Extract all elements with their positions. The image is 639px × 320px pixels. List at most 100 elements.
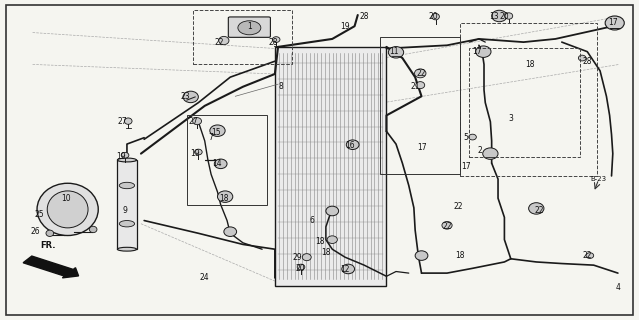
Text: 19: 19 xyxy=(116,152,125,161)
Text: 14: 14 xyxy=(213,159,222,168)
Ellipse shape xyxy=(217,191,233,202)
Ellipse shape xyxy=(346,140,359,149)
Text: 13: 13 xyxy=(489,12,498,21)
Text: 22: 22 xyxy=(442,222,452,231)
Ellipse shape xyxy=(578,55,586,61)
Text: 28: 28 xyxy=(359,12,369,21)
Text: 22: 22 xyxy=(535,206,544,215)
Text: 18: 18 xyxy=(219,194,229,203)
Text: B-23: B-23 xyxy=(590,176,607,182)
Text: 18: 18 xyxy=(525,60,535,69)
Ellipse shape xyxy=(586,253,594,259)
Text: 27: 27 xyxy=(117,117,127,126)
Text: 7: 7 xyxy=(209,133,213,142)
Ellipse shape xyxy=(219,36,229,45)
Text: 26: 26 xyxy=(31,227,40,236)
Text: 8: 8 xyxy=(279,82,284,91)
Ellipse shape xyxy=(302,254,311,261)
Text: 24: 24 xyxy=(200,273,210,282)
Text: 4: 4 xyxy=(615,283,620,292)
Text: 23: 23 xyxy=(181,92,190,101)
Text: 20: 20 xyxy=(296,264,305,273)
Ellipse shape xyxy=(37,183,98,236)
Text: 15: 15 xyxy=(212,128,221,137)
Ellipse shape xyxy=(528,203,544,214)
Text: 5: 5 xyxy=(464,133,468,142)
Text: 28: 28 xyxy=(269,38,279,47)
Text: FR.: FR. xyxy=(40,242,56,251)
Text: 17: 17 xyxy=(461,162,471,171)
Ellipse shape xyxy=(342,264,355,274)
Ellipse shape xyxy=(389,47,404,58)
Ellipse shape xyxy=(505,13,512,19)
Ellipse shape xyxy=(416,82,425,89)
Ellipse shape xyxy=(46,230,54,236)
Ellipse shape xyxy=(491,10,507,22)
Ellipse shape xyxy=(442,221,452,229)
FancyBboxPatch shape xyxy=(228,17,270,37)
Bar xyxy=(118,160,137,249)
Ellipse shape xyxy=(192,118,201,124)
Ellipse shape xyxy=(415,251,428,260)
Ellipse shape xyxy=(47,191,88,228)
Text: 17: 17 xyxy=(417,143,426,152)
Ellipse shape xyxy=(125,118,132,124)
Text: 12: 12 xyxy=(340,265,350,275)
Bar xyxy=(193,10,292,64)
FancyArrow shape xyxy=(23,256,79,278)
Ellipse shape xyxy=(194,149,202,155)
Ellipse shape xyxy=(297,264,305,270)
Text: 25: 25 xyxy=(34,210,43,219)
Text: 18: 18 xyxy=(321,248,330,257)
Bar xyxy=(460,23,597,176)
Text: 16: 16 xyxy=(345,141,355,150)
Text: 22: 22 xyxy=(454,202,463,211)
Ellipse shape xyxy=(89,226,97,233)
Text: 3: 3 xyxy=(509,114,513,123)
Ellipse shape xyxy=(415,69,426,78)
Text: 19: 19 xyxy=(190,149,200,158)
Text: 2: 2 xyxy=(478,146,482,155)
Ellipse shape xyxy=(272,37,280,43)
Ellipse shape xyxy=(210,125,225,136)
Ellipse shape xyxy=(118,158,137,162)
Ellipse shape xyxy=(214,159,227,169)
Text: 27: 27 xyxy=(189,117,198,126)
Ellipse shape xyxy=(224,227,236,236)
Text: 22: 22 xyxy=(417,69,426,78)
Text: 9: 9 xyxy=(123,206,127,215)
Ellipse shape xyxy=(482,148,498,159)
Ellipse shape xyxy=(183,91,198,103)
Text: 22: 22 xyxy=(583,251,592,260)
Text: 17: 17 xyxy=(472,47,482,56)
Text: 18: 18 xyxy=(455,251,465,260)
Text: 11: 11 xyxy=(389,47,399,56)
Text: 21: 21 xyxy=(410,82,420,91)
Ellipse shape xyxy=(326,206,339,216)
Text: 18: 18 xyxy=(315,237,324,246)
Text: 20: 20 xyxy=(428,12,438,21)
Text: 22: 22 xyxy=(214,38,224,47)
Bar xyxy=(380,37,460,174)
Text: 10: 10 xyxy=(61,194,71,203)
Bar xyxy=(187,116,266,204)
Text: 6: 6 xyxy=(309,216,314,225)
Ellipse shape xyxy=(468,134,476,140)
Text: 29: 29 xyxy=(293,253,302,262)
Text: 19: 19 xyxy=(340,22,350,31)
Ellipse shape xyxy=(119,182,135,189)
Ellipse shape xyxy=(118,247,137,251)
Ellipse shape xyxy=(605,16,624,30)
Ellipse shape xyxy=(238,21,261,35)
Ellipse shape xyxy=(475,46,491,57)
Ellipse shape xyxy=(432,13,440,20)
Text: 20: 20 xyxy=(500,12,509,21)
Bar xyxy=(275,47,387,286)
Bar xyxy=(468,49,580,157)
Ellipse shape xyxy=(119,220,135,227)
Text: 1: 1 xyxy=(247,22,252,31)
Ellipse shape xyxy=(121,152,129,158)
Text: 28: 28 xyxy=(583,57,592,66)
Ellipse shape xyxy=(327,236,337,244)
Text: 17: 17 xyxy=(608,19,618,28)
